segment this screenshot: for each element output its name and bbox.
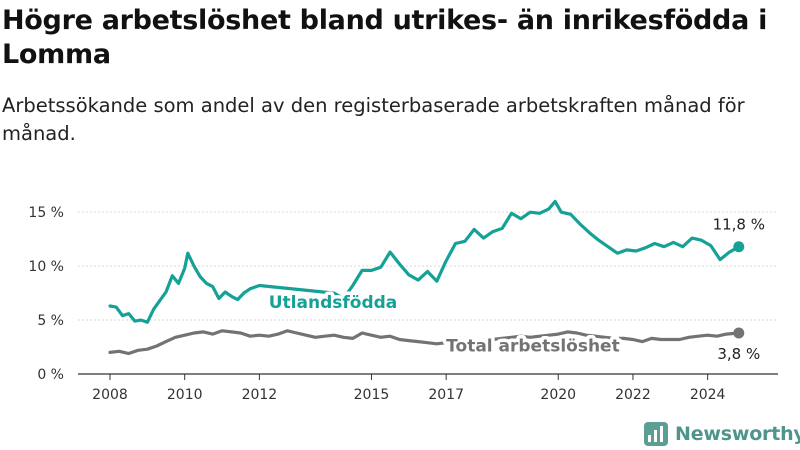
- x-tick-label: 2008: [92, 387, 128, 403]
- y-tick-label: 15 %: [28, 205, 64, 221]
- x-tick-label: 2022: [615, 387, 651, 403]
- series-label-utlandsf-dda: Utlandsfödda: [269, 293, 398, 313]
- x-tick-label: 2012: [242, 387, 278, 403]
- brand-logo: Newsworthy: [644, 419, 800, 449]
- brand-name: Newsworthy: [675, 423, 800, 445]
- series-label-total-arbetsl-shet: Total arbetslöshet: [446, 337, 620, 357]
- x-tick-label: 2020: [540, 387, 576, 403]
- x-tick-label: 2024: [690, 387, 726, 403]
- series-line-utlandsf-dda: [108, 199, 741, 324]
- page-subtitle: Arbetssökande som andel av den registerb…: [2, 94, 745, 145]
- page-title: Högre arbetslöshet bland utrikes- än inr…: [2, 5, 768, 70]
- series-line-total-arbetsl-shet: [108, 329, 741, 356]
- x-tick-label: 2010: [167, 387, 203, 403]
- series-label-halo-total-arbetsl-shet: Total arbetslöshet: [446, 337, 620, 357]
- end-value-label-utlandsf-dda: 11,8 %: [713, 216, 765, 234]
- y-tick-label: 0 %: [37, 367, 64, 383]
- y-tick-label: 10 %: [28, 259, 64, 275]
- bar-chart-logo-icon: [644, 422, 668, 446]
- series-end-point-utlandsf-dda: [733, 241, 745, 253]
- end-value-label-total-arbetsl-shet: 3,8 %: [717, 345, 760, 363]
- series-end-point-total-arbetsl-shet: [733, 327, 745, 339]
- x-tick-label: 2015: [354, 387, 390, 403]
- y-tick-label: 5 %: [37, 313, 64, 329]
- x-tick-label: 2017: [428, 387, 464, 403]
- series-label-halo-utlandsf-dda: Utlandsfödda: [269, 293, 398, 313]
